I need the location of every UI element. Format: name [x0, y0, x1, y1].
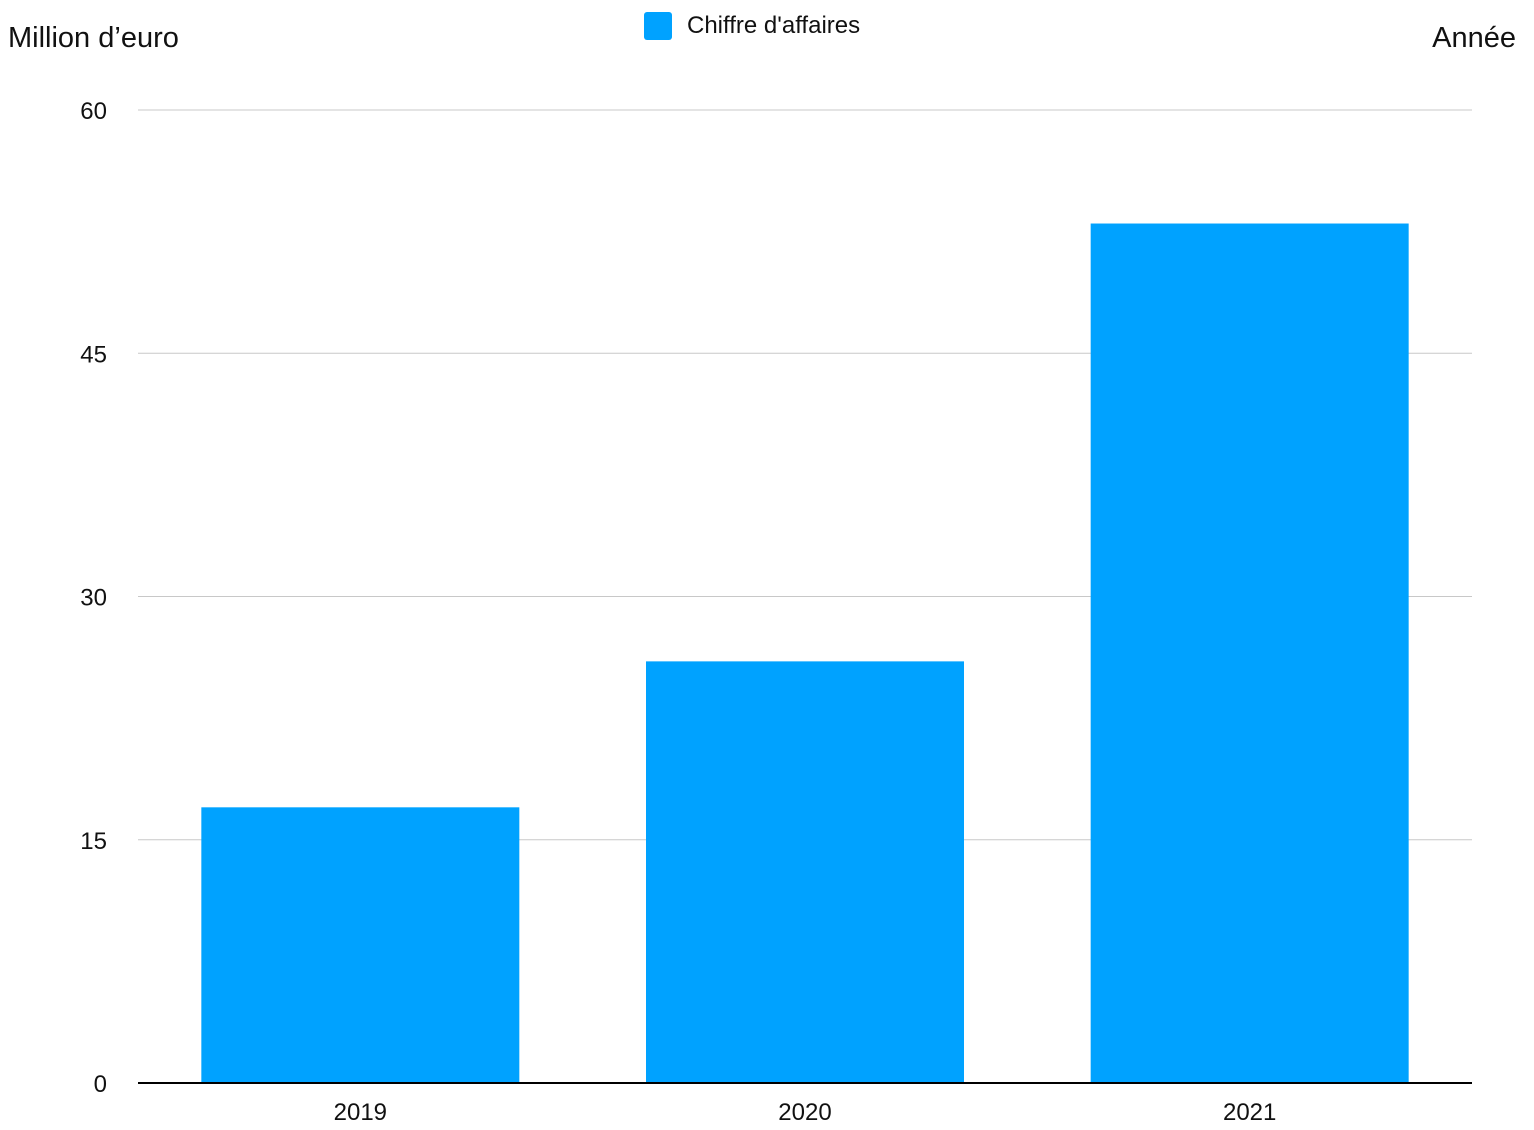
- legend-label: Chiffre d'affaires: [687, 12, 861, 39]
- bar: [201, 807, 520, 1083]
- y-tick-label: 45: [80, 341, 107, 368]
- x-tick-label: 2019: [334, 1099, 387, 1126]
- y-tick-label: 60: [80, 98, 107, 125]
- x-tick-label: 2020: [778, 1099, 831, 1126]
- bar: [1090, 223, 1409, 1083]
- legend: Chiffre d'affaires: [644, 12, 860, 40]
- y-tick-label: 15: [80, 828, 107, 855]
- y-tick-label: 0: [94, 1071, 107, 1098]
- legend-swatch: [644, 12, 672, 40]
- y-tick-label: 30: [80, 585, 107, 612]
- x-axis-label: Année: [1432, 22, 1516, 54]
- x-tick-label: 2021: [1223, 1099, 1276, 1126]
- bar: [646, 661, 964, 1083]
- y-axis-label: Million d’euro: [8, 22, 179, 54]
